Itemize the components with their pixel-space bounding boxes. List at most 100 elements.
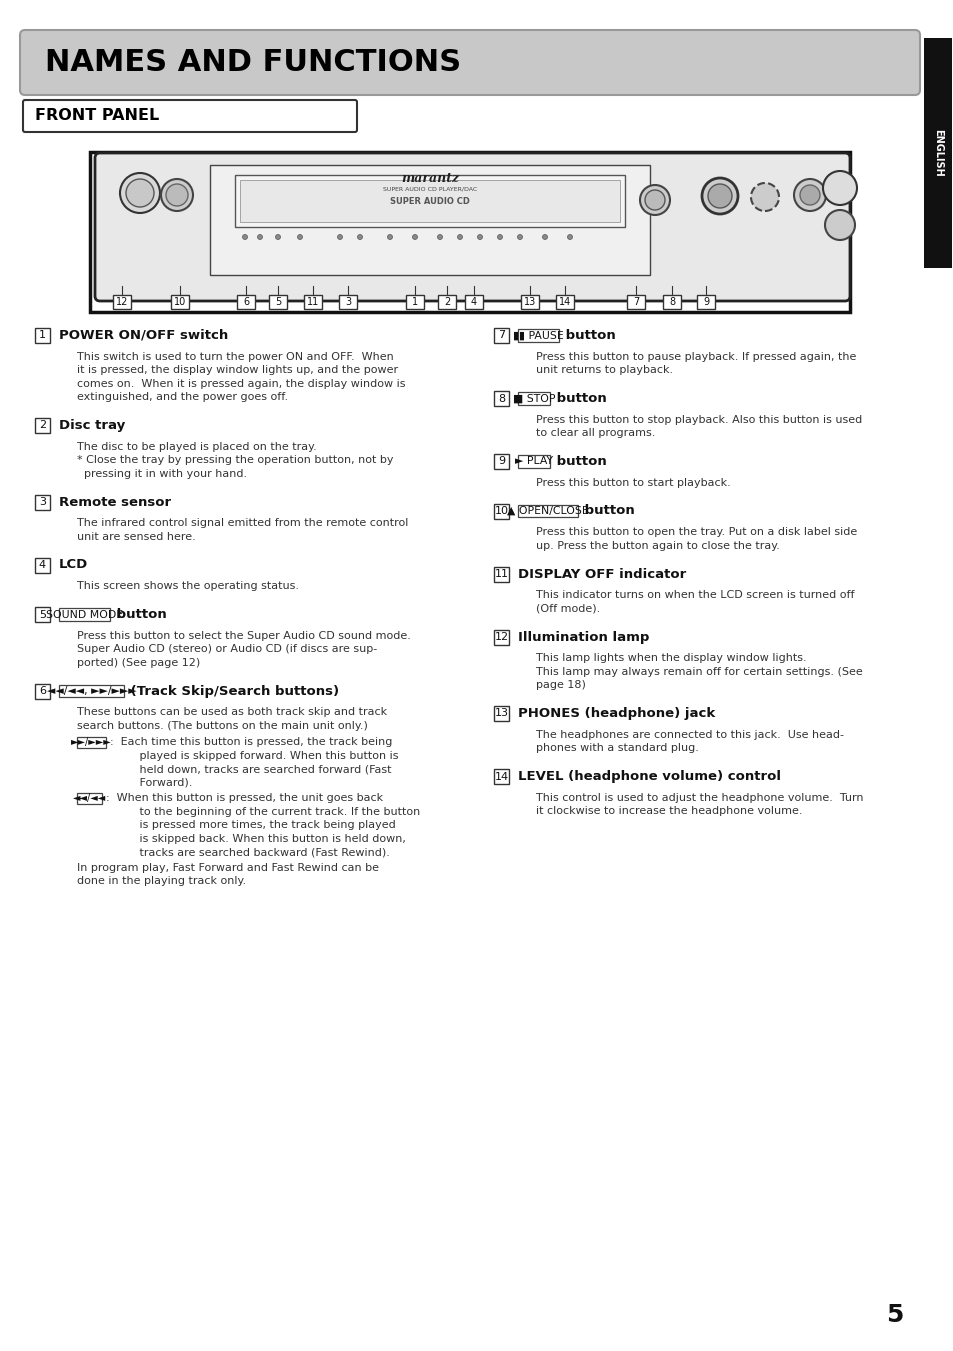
Circle shape [639,185,669,215]
Text: 3: 3 [345,297,351,307]
FancyBboxPatch shape [464,295,482,309]
Text: ■ STOP: ■ STOP [513,393,555,404]
Circle shape [542,235,547,239]
FancyBboxPatch shape [517,330,558,342]
Text: 11: 11 [494,569,508,580]
Text: page 18): page 18) [536,681,585,690]
Text: SUPER AUDIO CD PLAYER/DAC: SUPER AUDIO CD PLAYER/DAC [382,186,476,192]
FancyBboxPatch shape [35,417,50,434]
Text: 10: 10 [494,507,508,516]
Text: 8: 8 [497,393,504,404]
Text: Super Audio CD (stereo) or Audio CD (if discs are sup-: Super Audio CD (stereo) or Audio CD (if … [77,644,376,654]
FancyBboxPatch shape [77,793,102,804]
Text: 5: 5 [274,297,281,307]
Text: 13: 13 [494,708,508,719]
FancyBboxPatch shape [59,685,124,697]
Circle shape [477,235,482,239]
Text: This indicator turns on when the LCD screen is turned off: This indicator turns on when the LCD scr… [536,590,854,600]
FancyBboxPatch shape [517,455,550,467]
Circle shape [701,178,738,213]
Text: marantz: marantz [400,173,458,185]
Text: The disc to be played is placed on the tray.: The disc to be played is placed on the t… [77,442,316,451]
Text: PHONES (headphone) jack: PHONES (headphone) jack [517,707,715,720]
FancyBboxPatch shape [35,328,50,343]
FancyBboxPatch shape [494,390,509,407]
Text: is skipped back. When this button is held down,: is skipped back. When this button is hel… [129,834,405,844]
FancyBboxPatch shape [437,295,456,309]
Text: button: button [561,330,616,342]
FancyBboxPatch shape [697,295,714,309]
Circle shape [567,235,572,239]
FancyBboxPatch shape [517,392,550,405]
Text: 4: 4 [39,561,46,570]
Circle shape [242,235,247,239]
Text: 7: 7 [497,331,504,340]
Text: The headphones are connected to this jack.  Use head-: The headphones are connected to this jac… [536,730,843,740]
Text: (Track Skip/Search buttons): (Track Skip/Search buttons) [126,685,338,697]
Text: Disc tray: Disc tray [59,419,125,432]
Text: to clear all programs.: to clear all programs. [536,428,655,438]
Text: These buttons can be used as both track skip and track: These buttons can be used as both track … [77,708,387,717]
Text: up. Press the button again to close the tray.: up. Press the button again to close the … [536,540,779,551]
Text: This screen shows the operating status.: This screen shows the operating status. [77,581,298,592]
Text: played is skipped forward. When this button is: played is skipped forward. When this but… [129,751,398,761]
Text: held down, tracks are searched forward (Fast: held down, tracks are searched forward (… [129,765,391,774]
Text: it clockwise to increase the headphone volume.: it clockwise to increase the headphone v… [536,807,801,816]
Text: DISPLAY OFF indicator: DISPLAY OFF indicator [517,567,685,581]
Text: Press this button to stop playback. Also this button is used: Press this button to stop playback. Also… [536,415,862,424]
FancyBboxPatch shape [494,328,509,343]
Text: tracks are searched backward (Fast Rewind).: tracks are searched backward (Fast Rewin… [129,847,390,858]
Text: Remote sensor: Remote sensor [59,496,171,508]
FancyBboxPatch shape [35,494,50,509]
Text: 7: 7 [632,297,639,307]
FancyBboxPatch shape [517,505,578,517]
Text: unit returns to playback.: unit returns to playback. [536,365,673,376]
Text: unit are sensed here.: unit are sensed here. [77,532,195,542]
FancyBboxPatch shape [494,504,509,519]
FancyBboxPatch shape [23,100,356,132]
Circle shape [412,235,417,239]
FancyBboxPatch shape [95,153,849,301]
Text: 3: 3 [39,497,46,507]
Text: ENGLISH: ENGLISH [932,130,942,177]
Text: 2: 2 [39,420,46,431]
Text: 9: 9 [702,297,708,307]
FancyBboxPatch shape [77,736,106,748]
Text: 1: 1 [39,331,46,340]
FancyBboxPatch shape [35,607,50,621]
Circle shape [166,184,188,205]
Text: to the beginning of the current track. If the button: to the beginning of the current track. I… [129,807,420,817]
Text: Forward).: Forward). [129,778,193,788]
Text: Illumination lamp: Illumination lamp [517,631,649,643]
Text: :  When this button is pressed, the unit goes back: : When this button is pressed, the unit … [106,793,383,804]
Text: comes on.  When it is pressed again, the display window is: comes on. When it is pressed again, the … [77,378,405,389]
Text: NAMES AND FUNCTIONS: NAMES AND FUNCTIONS [45,49,460,77]
Circle shape [497,235,502,239]
FancyBboxPatch shape [20,30,919,95]
Circle shape [126,178,153,207]
Text: In program play, Fast Forward and Fast Rewind can be: In program play, Fast Forward and Fast R… [77,863,378,873]
FancyBboxPatch shape [90,153,849,312]
Circle shape [297,235,302,239]
FancyBboxPatch shape [494,769,509,784]
Circle shape [644,190,664,209]
Text: done in the playing track only.: done in the playing track only. [77,877,246,886]
Circle shape [161,178,193,211]
Circle shape [517,235,522,239]
Circle shape [387,235,392,239]
Text: ◄◄/◄◄: ◄◄/◄◄ [72,793,106,804]
Text: :  Each time this button is pressed, the track being: : Each time this button is pressed, the … [111,738,393,747]
FancyBboxPatch shape [494,707,509,721]
Circle shape [357,235,362,239]
FancyBboxPatch shape [59,608,110,620]
Text: LCD: LCD [59,558,89,571]
FancyBboxPatch shape [923,38,951,267]
FancyBboxPatch shape [112,295,131,309]
Text: 11: 11 [307,297,319,307]
Text: ► PLAY: ► PLAY [515,457,553,466]
Text: button: button [112,608,167,621]
FancyBboxPatch shape [210,165,649,276]
Circle shape [800,185,820,205]
Text: Press this button to open the tray. Put on a disk label side: Press this button to open the tray. Put … [536,527,857,538]
Circle shape [257,235,262,239]
